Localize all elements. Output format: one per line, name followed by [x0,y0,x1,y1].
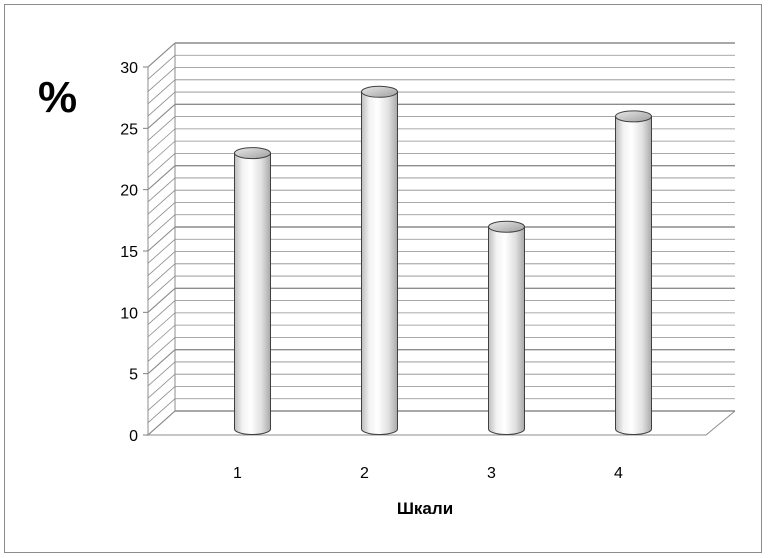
bar-2 [361,85,398,435]
minor-gridline [147,79,735,105]
y-tick-label: 5 [129,367,138,384]
y-tick-label: 30 [120,60,138,77]
y-tick-label: 20 [120,183,138,200]
minor-gridline [147,91,735,117]
floor-edge [148,410,736,436]
y-tick-label: 10 [120,305,138,322]
bars [234,85,652,435]
x-axis-ticks: 1 2 3 4 [233,465,623,482]
bar-1 [234,147,271,435]
x-tick-label: 3 [487,465,496,482]
x-tick-label: 1 [233,465,242,482]
x-tick-label: 4 [614,465,623,482]
y-tick-label: 15 [120,244,138,261]
x-axis-label: Шкали [397,499,453,518]
major-gridline [147,103,735,129]
bar-4 [615,110,652,435]
y-axis-ticks: 0 5 10 15 20 25 30 [120,60,148,445]
y-tick-label: 0 [129,428,138,445]
y-tick-label: 25 [120,121,138,138]
bar-3 [488,220,525,435]
major-gridline [147,42,735,68]
minor-gridline [147,67,735,92]
x-tick-label: 2 [360,465,369,482]
minor-gridline [147,54,735,80]
y-axis-label: % [38,73,77,122]
